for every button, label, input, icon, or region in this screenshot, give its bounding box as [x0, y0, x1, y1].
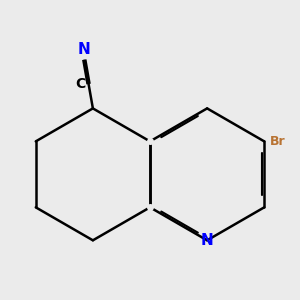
Text: C: C — [76, 77, 86, 91]
Text: N: N — [78, 42, 91, 57]
Text: Br: Br — [269, 135, 285, 148]
Text: N: N — [201, 233, 214, 248]
